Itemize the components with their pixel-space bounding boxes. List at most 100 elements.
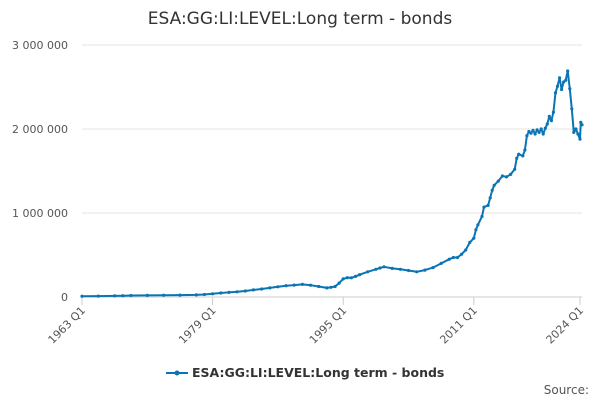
data-point[interactable] — [579, 120, 583, 124]
data-point[interactable] — [496, 179, 500, 183]
data-point[interactable] — [566, 69, 570, 73]
data-point[interactable] — [431, 266, 435, 270]
data-point[interactable] — [329, 285, 333, 289]
data-point[interactable] — [460, 252, 464, 256]
data-point[interactable] — [129, 293, 133, 298]
data-point[interactable] — [219, 291, 223, 295]
data-point[interactable] — [521, 154, 525, 158]
data-point[interactable] — [317, 284, 321, 289]
data-point[interactable] — [492, 183, 496, 187]
data-point[interactable] — [480, 214, 484, 218]
data-point[interactable] — [415, 270, 419, 274]
data-point[interactable] — [390, 266, 394, 270]
data-point[interactable] — [113, 294, 117, 298]
data-point[interactable] — [349, 276, 353, 280]
data-point[interactable] — [382, 265, 386, 269]
data-point[interactable] — [560, 87, 564, 92]
data-point[interactable] — [572, 130, 576, 134]
data-point[interactable] — [482, 205, 486, 209]
legend[interactable]: ESA:GG:LI:LEVEL:Long term - bonds — [166, 365, 444, 380]
data-point[interactable] — [341, 277, 345, 281]
data-point[interactable] — [543, 126, 547, 130]
data-point[interactable] — [515, 156, 519, 160]
data-point[interactable] — [509, 172, 513, 176]
data-point[interactable] — [500, 174, 504, 178]
data-point[interactable] — [468, 240, 472, 244]
data-point[interactable] — [227, 290, 231, 294]
data-point[interactable] — [464, 248, 468, 252]
data-point[interactable] — [366, 270, 370, 274]
data-point[interactable] — [551, 110, 556, 114]
data-point[interactable] — [211, 292, 215, 296]
data-point[interactable] — [451, 255, 455, 260]
data-point[interactable] — [553, 91, 558, 95]
data-point[interactable] — [439, 261, 443, 265]
data-point[interactable] — [292, 283, 296, 287]
data-point[interactable] — [472, 236, 476, 240]
x-axis-ticks: 1963 Q1 1979 Q1 1995 Q1 2011 Q1 2024 Q1 — [46, 297, 586, 346]
data-point[interactable] — [333, 284, 337, 289]
data-point[interactable] — [490, 188, 494, 192]
data-point[interactable] — [545, 122, 549, 126]
data-point[interactable] — [276, 285, 280, 289]
data-point[interactable] — [523, 148, 527, 152]
data-point[interactable] — [504, 175, 509, 179]
data-point[interactable] — [284, 284, 288, 288]
data-point[interactable] — [145, 293, 149, 297]
data-point[interactable] — [235, 290, 239, 294]
data-point[interactable] — [178, 293, 182, 297]
data-point[interactable] — [121, 294, 125, 298]
data-point[interactable] — [202, 292, 206, 297]
data-point[interactable] — [517, 152, 521, 156]
data-point[interactable] — [378, 266, 382, 270]
data-point[interactable] — [80, 294, 84, 298]
data-point[interactable] — [406, 268, 411, 273]
data-point[interactable] — [476, 223, 480, 227]
data-point[interactable] — [568, 87, 572, 91]
data-point[interactable] — [300, 282, 304, 286]
data-point[interactable] — [570, 107, 574, 111]
data-point[interactable] — [268, 286, 272, 290]
x-tick-label: 1995 Q1 — [307, 304, 350, 347]
data-point[interactable] — [309, 283, 313, 287]
data-point[interactable] — [353, 274, 358, 278]
data-point[interactable] — [574, 127, 578, 131]
data-point[interactable] — [541, 132, 545, 136]
data-point[interactable] — [358, 273, 362, 277]
data-point[interactable] — [580, 123, 584, 127]
data-point[interactable] — [455, 255, 460, 260]
data-point[interactable] — [374, 267, 378, 271]
data-point[interactable] — [513, 167, 517, 171]
data-point[interactable] — [576, 132, 580, 136]
data-point[interactable] — [558, 76, 562, 80]
data-point[interactable] — [529, 131, 533, 135]
data-point[interactable] — [537, 130, 541, 134]
data-point[interactable] — [260, 287, 264, 291]
data-point[interactable] — [345, 276, 349, 280]
data-point[interactable] — [325, 286, 329, 290]
data-point[interactable] — [447, 257, 451, 261]
data-point[interactable] — [531, 128, 535, 132]
data-point[interactable] — [535, 128, 539, 132]
data-point[interactable] — [525, 134, 529, 138]
data-point[interactable] — [486, 203, 490, 207]
data-point[interactable] — [337, 281, 341, 285]
data-point[interactable] — [547, 114, 551, 118]
data-point[interactable] — [194, 293, 198, 297]
data-point[interactable] — [533, 132, 537, 136]
data-point[interactable] — [549, 119, 554, 123]
data-point[interactable] — [96, 294, 100, 298]
data-point[interactable] — [555, 84, 560, 88]
data-point[interactable] — [162, 293, 166, 297]
data-point[interactable] — [398, 267, 402, 271]
data-point[interactable] — [488, 196, 492, 200]
data-point[interactable] — [243, 289, 247, 293]
data-point[interactable] — [423, 268, 427, 272]
data-point[interactable] — [564, 78, 568, 82]
data-point[interactable] — [539, 127, 543, 131]
data-point[interactable] — [578, 137, 582, 141]
data-point[interactable] — [251, 288, 255, 292]
data-point[interactable] — [474, 228, 478, 232]
series-line[interactable] — [81, 70, 583, 298]
